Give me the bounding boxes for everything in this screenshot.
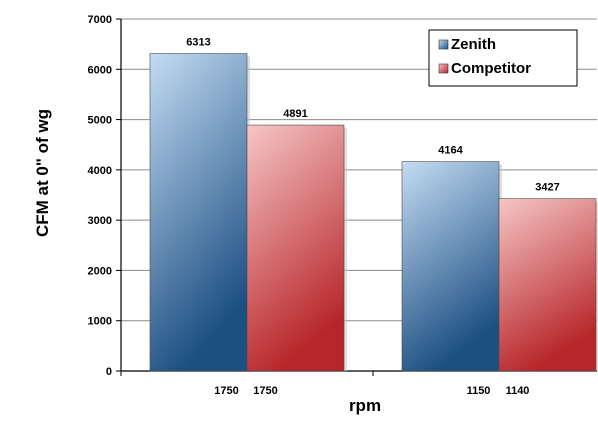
bar-competitor-1140 <box>498 198 597 372</box>
bar-zenith-1750 <box>149 53 248 372</box>
x-tick-label: 1150 <box>467 385 491 397</box>
y-tick-label: 7000 <box>88 14 112 26</box>
x-axis-title: rpm <box>349 396 381 415</box>
y-tick-label: 2000 <box>88 265 112 277</box>
y-tick-label: 0 <box>106 366 112 378</box>
x-tick-label: 1750 <box>253 385 277 397</box>
x-tick-label: 1750 <box>214 385 238 397</box>
legend-swatch <box>438 63 449 74</box>
y-tick-label: 3000 <box>88 215 112 227</box>
bar-value-label: 3427 <box>535 182 559 194</box>
legend-label: Zenith <box>451 36 496 53</box>
bar-value-label: 6313 <box>186 37 210 49</box>
labels: 6313 1750 4891 1750 4164 1150 3427 1140 <box>186 37 559 397</box>
bar-zenith-1150 <box>401 161 500 372</box>
x-tick-label: 1140 <box>506 385 530 397</box>
legend-box <box>428 29 578 87</box>
bars <box>149 53 598 372</box>
legend-label: Competitor <box>451 60 531 77</box>
y-tick-label: 6000 <box>88 64 112 76</box>
bar-value-label: 4891 <box>283 108 307 120</box>
bar-competitor-1750 <box>246 124 345 372</box>
legend-swatch <box>438 39 449 50</box>
bar-value-label: 4164 <box>438 145 463 157</box>
y-tick-label: 4000 <box>88 165 112 177</box>
y-tick-label: 5000 <box>88 115 112 127</box>
legend: Zenith Competitor <box>428 29 578 87</box>
y-axis-title: CFM at 0" of wg <box>33 109 52 237</box>
y-tick-label: 1000 <box>88 316 112 328</box>
